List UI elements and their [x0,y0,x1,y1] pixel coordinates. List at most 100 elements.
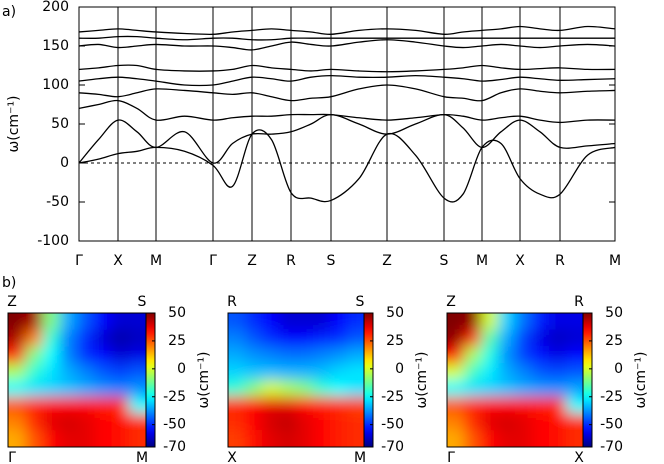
heatmap-cell [296,329,314,347]
panel-label: a) [2,4,16,20]
corner-label: M [136,450,148,464]
band-line [79,113,615,164]
heatmap-cell [8,430,26,447]
heatmap-cell [515,363,533,381]
heatmap-cell [515,380,533,398]
corner-label: R [574,294,584,310]
heatmap-cell [566,329,583,347]
heatmap-cell [498,413,516,431]
heatmap-cell [128,363,146,381]
heatmap-cell [42,363,61,381]
heatmap-cell [296,363,314,381]
heatmap-cell [464,363,482,381]
heatmap-cell [330,380,348,398]
heatmap-cell [498,313,516,331]
heatmap-cell [566,313,583,331]
x-tick-label: Γ [209,253,217,269]
heatmap-cell [532,396,550,414]
heatmap-cell [296,430,314,447]
heatmap-cell [498,346,516,364]
heatmap-cell [94,413,112,431]
heatmap-cell [347,313,364,331]
heatmap-cell [111,430,130,447]
heatmap-cell [262,313,280,331]
colorbar-label: ω(cm⁻¹) [633,352,649,409]
heatmap-cell [59,430,78,447]
colorbar-tick-label: -25 [381,389,404,405]
colorbar-tick-label: -70 [600,439,623,455]
heatmap-cell [313,380,331,398]
heatmap-cell [464,313,482,331]
band-line [79,99,615,124]
heatmap-cell [498,430,516,447]
heatmap-cell [279,346,297,364]
heatmap-cell [245,346,263,364]
heatmap-cell [566,396,583,414]
corner-label: S [356,294,365,310]
heatmap-cell [279,430,297,447]
heatmap-cell [59,363,78,381]
heatmap-cell [464,380,482,398]
heatmap-cell [8,313,26,331]
heatmap-cell [532,313,550,331]
heatmap-cell [515,413,533,431]
x-tick-label: S [327,253,336,269]
heatmap [447,313,583,447]
colorbar-tick-label: 50 [386,305,404,321]
heatmap-cell [481,313,499,331]
heatmap-cell [549,346,567,364]
heatmap-cell [447,329,465,347]
corner-label: Z [7,294,17,310]
heatmap-cell [296,380,314,398]
heatmap-cell [498,380,516,398]
heatmap-cell [94,363,112,381]
heatmap-cell [447,430,465,447]
heatmap-cell [532,363,550,381]
heatmap-cell [279,329,297,347]
heatmap-cell [94,313,112,331]
heatmap-cell [498,363,516,381]
heatmap-cell [262,329,280,347]
y-tick-label: 100 [42,77,69,93]
heatmap-cell [59,346,78,364]
heatmap-cell [330,430,348,447]
heatmap-cell [128,329,146,347]
heatmap-cell [228,396,246,414]
corner-label: S [138,294,147,310]
heatmap-cell [262,363,280,381]
corner-label: X [227,450,237,464]
panel-label: b) [2,275,16,291]
x-tick-label: R [286,253,296,269]
heatmap-cell [296,413,314,431]
heatmap-cell [8,346,26,364]
y-axis-label: ω(cm⁻¹) [6,96,22,153]
heatmap-cell [347,413,364,431]
x-tick-label: Γ [75,253,83,269]
heatmap-cell [128,413,146,431]
heatmap-cell [59,413,78,431]
heatmap-cell [347,396,364,414]
colorbar-tick-label: 25 [605,333,623,349]
heatmap-cell [296,313,314,331]
band-line [79,74,615,87]
y-tick-label: 50 [51,116,69,132]
heatmap-cell [77,313,95,331]
colorbar [582,312,593,448]
heatmap-cell [313,396,331,414]
heatmap-cell [279,313,297,331]
heatmap-cell [94,346,112,364]
heatmap-cell [25,346,43,364]
heatmap-cell [313,346,331,364]
heatmap-cell [25,363,43,381]
heatmap-cell [330,363,348,381]
heatmap-cell [228,346,246,364]
heatmap-cell [25,430,43,447]
heatmap-cell [481,329,499,347]
heatmap-cell [313,413,331,431]
y-tick-label: 0 [60,155,69,171]
colorbar-tick-label: 0 [614,361,623,377]
y-tick-label: -100 [37,233,69,249]
heatmap-cell [8,329,26,347]
heatmap-cell [447,396,465,414]
